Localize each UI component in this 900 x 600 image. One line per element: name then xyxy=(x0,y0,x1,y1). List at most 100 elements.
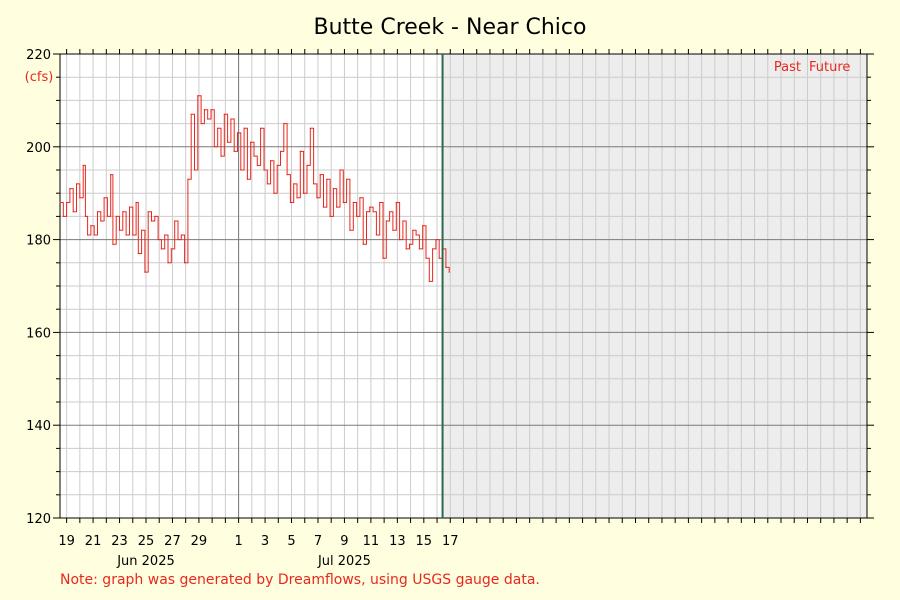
data-point xyxy=(389,211,391,213)
data-point xyxy=(177,239,179,241)
data-point xyxy=(184,262,186,264)
x-tick-label: 3 xyxy=(261,534,269,549)
y-axis-unit-label: (cfs) xyxy=(25,70,54,85)
data-point xyxy=(150,220,153,222)
data-point xyxy=(316,197,318,199)
data-point xyxy=(128,206,131,208)
data-point xyxy=(93,234,95,236)
x-tick-label: 25 xyxy=(138,534,155,549)
y-tick-label: 160 xyxy=(26,326,51,341)
data-point xyxy=(299,150,301,152)
data-point xyxy=(263,169,265,171)
data-point xyxy=(137,252,139,255)
data-point xyxy=(253,155,255,157)
data-point xyxy=(132,234,134,236)
data-point xyxy=(75,183,78,185)
data-point xyxy=(270,160,272,162)
data-point xyxy=(309,127,311,129)
past-label: Past xyxy=(774,60,801,75)
data-point xyxy=(296,197,298,199)
data-point xyxy=(435,239,437,241)
data-point xyxy=(408,243,411,245)
data-point xyxy=(289,201,291,204)
data-point xyxy=(422,225,424,227)
data-point xyxy=(164,234,166,236)
x-tick-label: 1 xyxy=(234,534,242,549)
data-point xyxy=(213,146,215,148)
data-point xyxy=(59,201,61,204)
data-point xyxy=(84,215,86,217)
data-point xyxy=(100,220,102,222)
data-point xyxy=(448,271,450,273)
data-point xyxy=(266,183,268,185)
data-point xyxy=(207,118,209,120)
data-point xyxy=(170,248,172,250)
data-point xyxy=(96,211,99,213)
data-point xyxy=(425,257,427,259)
y-tick-label: 140 xyxy=(26,419,51,434)
y-tick-label: 200 xyxy=(26,141,51,156)
data-point xyxy=(336,206,338,208)
data-point xyxy=(412,229,414,231)
data-point xyxy=(329,215,331,217)
x-tick-label: 21 xyxy=(85,534,102,549)
data-point xyxy=(379,201,381,204)
data-point xyxy=(322,206,325,208)
data-point xyxy=(135,201,137,204)
data-point xyxy=(112,243,114,245)
x-tick-label: 13 xyxy=(389,534,406,549)
data-point xyxy=(154,215,156,217)
data-point xyxy=(90,225,92,227)
data-point xyxy=(230,118,232,120)
chart-title: Butte Creek - Near Chico xyxy=(314,15,587,40)
data-point xyxy=(260,127,262,129)
x-tick-label: 27 xyxy=(164,534,181,549)
source-note: Note: graph was generated by Dreamflows,… xyxy=(60,572,540,588)
data-point xyxy=(243,127,245,129)
data-point xyxy=(306,164,308,166)
data-point xyxy=(402,220,404,222)
data-point xyxy=(200,123,202,125)
data-point xyxy=(197,95,199,97)
data-point xyxy=(293,183,295,185)
data-point xyxy=(445,266,447,268)
x-tick-label: 11 xyxy=(363,534,380,549)
data-point xyxy=(382,257,384,259)
data-point xyxy=(286,174,288,176)
data-point xyxy=(141,229,143,231)
x-tick-label: 9 xyxy=(340,534,348,549)
data-point xyxy=(180,234,182,236)
x-tick-label: 29 xyxy=(191,534,208,549)
data-point xyxy=(346,178,348,180)
data-point xyxy=(240,169,242,171)
data-point xyxy=(342,201,344,204)
data-point xyxy=(106,215,108,217)
data-point xyxy=(246,178,248,180)
data-point xyxy=(115,215,117,217)
data-point xyxy=(432,248,434,250)
data-point xyxy=(438,257,440,259)
data-point xyxy=(223,113,225,115)
data-point xyxy=(66,201,68,204)
data-point xyxy=(399,239,401,241)
data-point xyxy=(147,211,149,213)
data-point xyxy=(375,234,377,236)
data-point xyxy=(250,141,252,143)
x-month-label: Jul 2025 xyxy=(317,554,371,569)
x-tick-label: 17 xyxy=(442,534,459,549)
data-point xyxy=(187,178,189,180)
data-point xyxy=(273,192,275,194)
data-point xyxy=(362,243,364,245)
data-point xyxy=(372,211,374,213)
data-point xyxy=(332,188,334,190)
flow-series-line xyxy=(60,95,450,282)
y-tick-label: 220 xyxy=(26,48,51,63)
data-point xyxy=(160,248,162,250)
data-point xyxy=(418,248,420,250)
x-tick-label: 15 xyxy=(416,534,433,549)
data-point xyxy=(369,206,371,208)
data-point xyxy=(385,220,387,222)
y-tick-label: 180 xyxy=(26,234,51,249)
data-point xyxy=(210,109,212,111)
x-tick-label: 19 xyxy=(58,534,75,549)
